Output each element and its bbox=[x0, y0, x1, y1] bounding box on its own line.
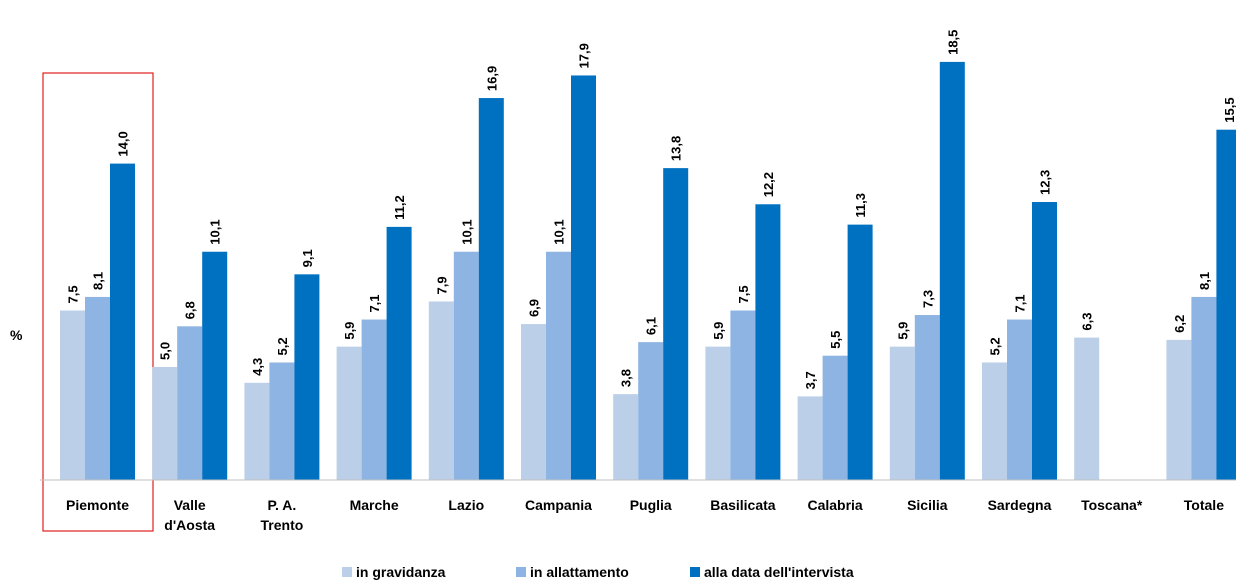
bar-2-6 bbox=[663, 168, 689, 480]
bar-1-1 bbox=[177, 326, 203, 480]
bar-2-7 bbox=[755, 204, 781, 480]
data-label-1-1: 6,8 bbox=[183, 301, 198, 319]
bar-1-5 bbox=[546, 251, 571, 480]
data-label-0-5: 6,9 bbox=[527, 299, 542, 317]
data-label-1-2: 5,2 bbox=[275, 337, 290, 355]
data-label-2-12: 15,5 bbox=[1222, 97, 1236, 122]
data-label-2-3: 11,2 bbox=[392, 195, 407, 220]
category-label-10: Sardegna bbox=[988, 497, 1052, 513]
data-label-1-4: 10,1 bbox=[459, 219, 474, 244]
data-label-2-8: 11,3 bbox=[853, 193, 868, 218]
data-label-0-7: 5,9 bbox=[711, 322, 726, 340]
legend-label-2: alla data dell'intervista bbox=[704, 564, 854, 580]
category-label-4: Lazio bbox=[448, 497, 484, 513]
bar-0-1 bbox=[152, 367, 178, 480]
bar-1-2 bbox=[269, 362, 295, 480]
category-label-6: Puglia bbox=[630, 497, 672, 513]
bar-0-7 bbox=[705, 346, 731, 480]
bar-1-7 bbox=[730, 310, 756, 480]
bar-0-0 bbox=[60, 310, 85, 480]
category-label-11: Toscana* bbox=[1081, 497, 1143, 513]
data-label-2-9: 18,5 bbox=[945, 30, 960, 55]
bar-2-4 bbox=[478, 98, 504, 480]
bar-1-0 bbox=[85, 296, 110, 480]
bar-0-2 bbox=[244, 382, 270, 480]
data-label-1-10: 7,1 bbox=[1013, 294, 1028, 312]
bar-1-12 bbox=[1191, 296, 1217, 480]
data-label-2-1: 10,1 bbox=[208, 219, 223, 244]
data-label-1-12: 8,1 bbox=[1197, 272, 1212, 290]
bar-2-3 bbox=[386, 226, 412, 480]
bar-2-2 bbox=[294, 274, 320, 480]
category-label-12: Totale bbox=[1184, 497, 1224, 513]
bar-2-12 bbox=[1216, 129, 1236, 480]
data-label-2-6: 13,8 bbox=[669, 136, 684, 161]
category-label-8: Calabria bbox=[807, 497, 862, 513]
data-label-0-1: 5,0 bbox=[158, 342, 173, 360]
data-label-0-2: 4,3 bbox=[250, 358, 265, 376]
bar-0-4 bbox=[428, 301, 454, 480]
bar-2-10 bbox=[1032, 202, 1057, 480]
bar-0-9 bbox=[889, 346, 915, 480]
data-label-0-9: 5,9 bbox=[895, 322, 910, 340]
category-label-0: Piemonte bbox=[66, 497, 129, 513]
bar-1-3 bbox=[361, 319, 387, 480]
bar-0-5 bbox=[521, 324, 546, 480]
legend-label-0: in gravidanza bbox=[356, 564, 446, 580]
bar-1-6 bbox=[638, 342, 664, 480]
data-label-2-10: 12,3 bbox=[1038, 170, 1053, 195]
legend-swatch-1 bbox=[516, 567, 526, 577]
category-label-1: Valle d'Aosta bbox=[164, 497, 215, 533]
data-label-1-5: 10,1 bbox=[552, 219, 567, 244]
bar-2-0 bbox=[110, 163, 135, 480]
bar-1-10 bbox=[1007, 319, 1032, 480]
data-label-0-3: 5,9 bbox=[342, 322, 357, 340]
data-label-1-6: 6,1 bbox=[644, 317, 659, 335]
data-label-0-10: 5,2 bbox=[988, 337, 1003, 355]
data-label-2-5: 17,9 bbox=[577, 43, 592, 68]
bar-0-8 bbox=[797, 396, 823, 480]
bar-1-4 bbox=[453, 251, 479, 480]
data-label-0-11: 6,3 bbox=[1080, 313, 1095, 331]
category-label-5: Campania bbox=[525, 497, 592, 513]
category-label-3: Marche bbox=[350, 497, 399, 513]
data-label-2-0: 14,0 bbox=[116, 131, 131, 156]
y-axis-label: % bbox=[10, 327, 23, 343]
bar-2-5 bbox=[571, 75, 596, 481]
category-label-2: P. A. Trento bbox=[261, 497, 304, 533]
data-label-2-7: 12,2 bbox=[761, 172, 776, 197]
data-label-0-4: 7,9 bbox=[434, 276, 449, 294]
legend: in gravidanza in allattamento alla data de… bbox=[342, 564, 854, 580]
data-label-2-4: 16,9 bbox=[484, 66, 499, 91]
bar-0-11 bbox=[1074, 337, 1100, 480]
bar-2-1 bbox=[202, 251, 228, 480]
data-label-1-0: 8,1 bbox=[91, 272, 106, 290]
category-label-7: Basilicata bbox=[710, 497, 776, 513]
data-label-1-8: 5,5 bbox=[828, 331, 843, 349]
legend-label-1: in allattamento bbox=[530, 564, 629, 580]
data-label-0-12: 6,2 bbox=[1172, 315, 1187, 333]
bar-1-8 bbox=[822, 355, 848, 480]
bar-2-9 bbox=[939, 61, 965, 481]
bar-0-3 bbox=[336, 346, 362, 480]
data-label-0-0: 7,5 bbox=[66, 285, 81, 303]
data-label-0-6: 3,8 bbox=[619, 369, 634, 387]
data-label-1-9: 7,3 bbox=[920, 290, 935, 308]
category-label-9: Sicilia bbox=[907, 497, 948, 513]
bar-0-6 bbox=[613, 394, 639, 480]
bar-0-10 bbox=[982, 362, 1007, 480]
data-label-2-2: 9,1 bbox=[300, 249, 315, 267]
legend-swatch-0 bbox=[342, 567, 352, 577]
highlight-box bbox=[42, 72, 154, 532]
data-label-0-8: 3,7 bbox=[803, 371, 818, 389]
bar-0-12 bbox=[1166, 339, 1192, 480]
data-label-1-3: 7,1 bbox=[367, 294, 382, 312]
data-label-1-7: 7,5 bbox=[736, 285, 751, 303]
bar-1-9 bbox=[914, 315, 940, 480]
bar-2-8 bbox=[847, 224, 873, 480]
legend-swatch-2 bbox=[690, 567, 700, 577]
